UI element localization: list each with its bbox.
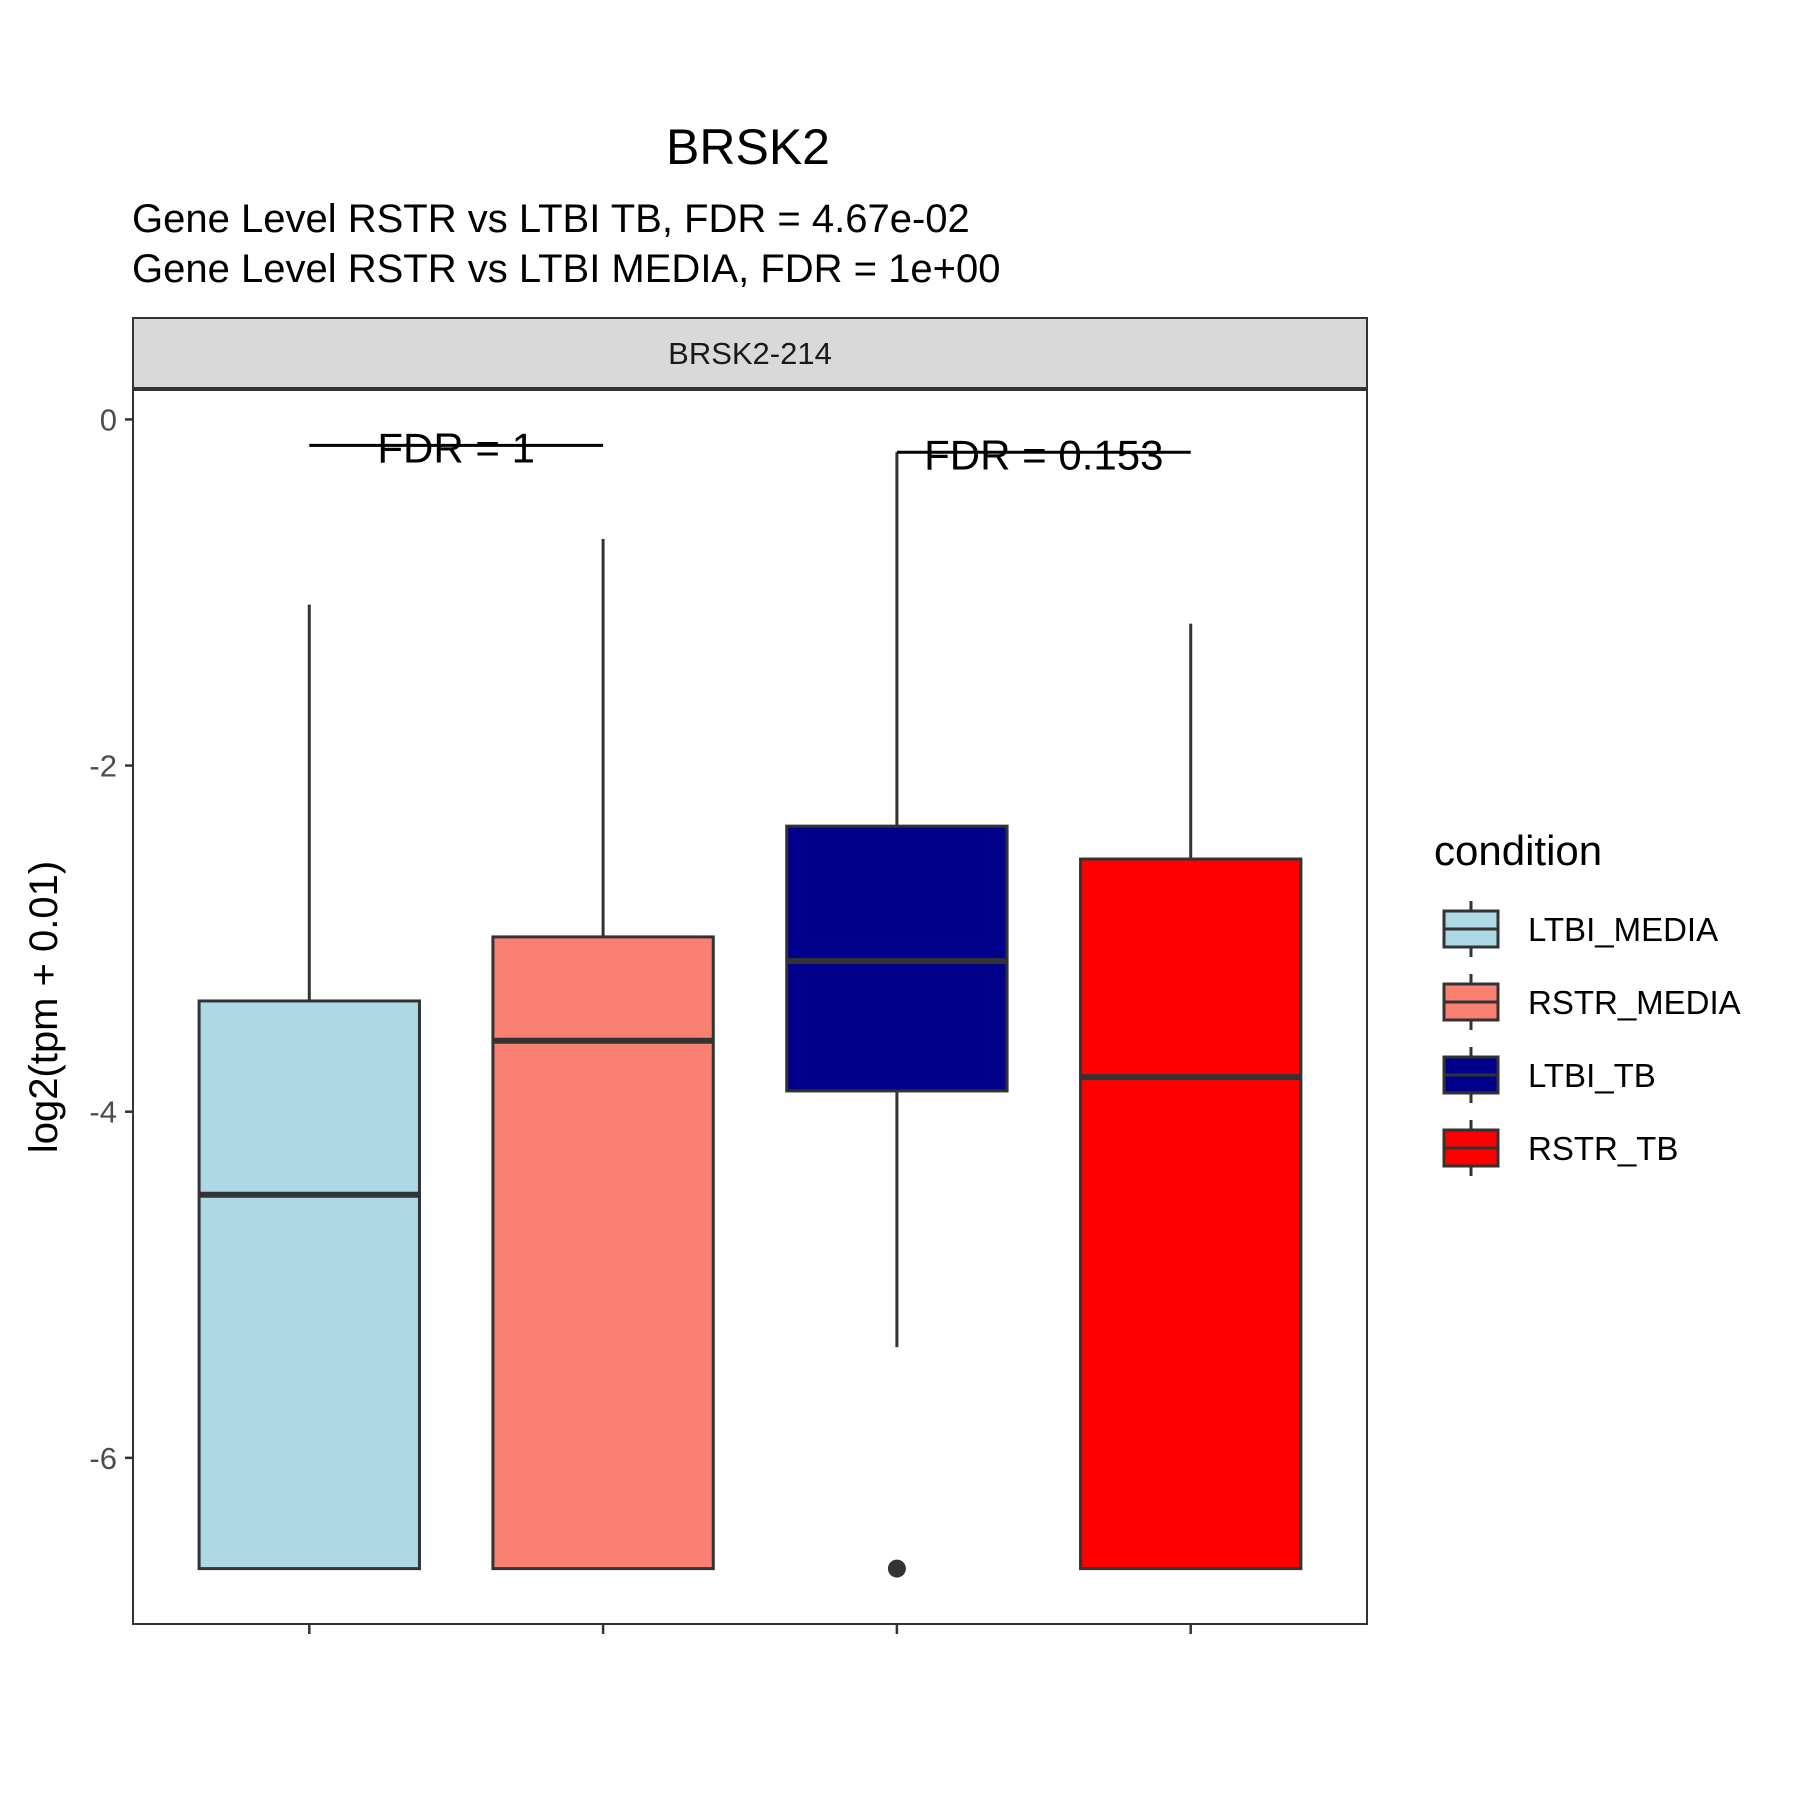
chart-title: BRSK2 (666, 119, 830, 175)
y-tick-label: -2 (89, 749, 117, 784)
box-group (197, 452, 1303, 1578)
comparison-label-1: FDR = 1 (377, 424, 535, 471)
y-axis-title: log2(tpm + 0.01) (22, 861, 66, 1153)
comparison-annotation-1: FDR = 1 (309, 424, 604, 471)
facet-strip-label: BRSK2-214 (668, 336, 832, 371)
legend-label: LTBI_TB (1528, 1057, 1656, 1094)
outlier-point-ltbi-tb (887, 1559, 906, 1578)
legend-label: LTBI_MEDIA (1528, 911, 1718, 948)
comparison-label-2: FDR = 0.153 (924, 431, 1163, 478)
x-axis (308, 1624, 1192, 1634)
legend-item-rstr-tb: RSTR_TB (1442, 1120, 1678, 1176)
legend: condition LTBI_MEDIA RSTR_MEDIA LTBI_TB RST… (1434, 827, 1741, 1176)
facet-strip (132, 317, 1368, 389)
chart-subtitle-line-2: Gene Level RSTR vs LTBI MEDIA, FDR = 1e+… (132, 247, 1000, 291)
box-body-rstr-media (491, 935, 715, 1571)
y-tick-label: 0 (100, 402, 117, 437)
legend-label: RSTR_MEDIA (1528, 984, 1741, 1021)
box-rstr-tb (1079, 623, 1303, 1571)
box-ltbi-tb (785, 452, 1009, 1578)
legend-item-ltbi-tb: LTBI_TB (1442, 1047, 1656, 1103)
box-body-ltbi-media (197, 999, 421, 1571)
chart-subtitle-line-1: Gene Level RSTR vs LTBI TB, FDR = 4.67e-… (132, 197, 970, 241)
y-tick-label: -4 (89, 1095, 117, 1130)
comparison-annotation-2: FDR = 0.153 (896, 431, 1191, 478)
legend-item-rstr-media: RSTR_MEDIA (1442, 974, 1741, 1030)
y-tick-label: -6 (89, 1441, 117, 1476)
box-body-rstr-tb (1079, 857, 1303, 1571)
legend-label: RSTR_TB (1528, 1130, 1678, 1167)
box-ltbi-media (197, 604, 421, 1571)
legend-title: condition (1434, 827, 1602, 874)
annotation-group: FDR = 1 FDR = 0.153 (309, 424, 1191, 478)
y-axis: 0 -2 -4 -6 (89, 402, 133, 1476)
legend-item-ltbi-media: LTBI_MEDIA (1442, 901, 1718, 957)
box-rstr-media (491, 538, 715, 1571)
